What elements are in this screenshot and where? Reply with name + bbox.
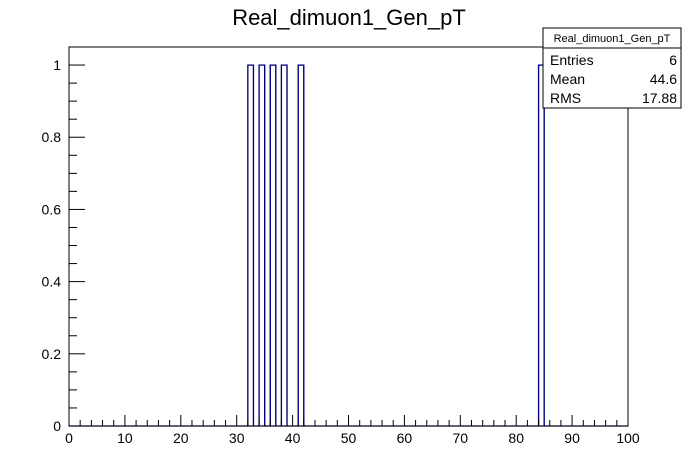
x-tick-label: 60 xyxy=(397,430,413,446)
x-tick-label: 90 xyxy=(564,430,580,446)
stats-rms-label: RMS xyxy=(550,90,581,106)
y-tick-label: 0.4 xyxy=(42,274,62,290)
x-axis: 0 10 20 30 40 50 60 70 80 90 100 xyxy=(65,415,640,446)
x-tick-label: 100 xyxy=(616,430,640,446)
stats-box-frame xyxy=(542,27,682,109)
histogram-bin-3 xyxy=(280,64,288,427)
stats-entries-value: 6 xyxy=(669,52,677,68)
y-tick-label: 0 xyxy=(53,418,61,434)
x-tick-label: 80 xyxy=(508,430,524,446)
x-tick-label: 0 xyxy=(65,430,73,446)
histogram-bin-0 xyxy=(247,64,255,427)
histogram-bin-2 xyxy=(269,64,277,427)
x-tick-label: 40 xyxy=(285,430,301,446)
histogram-bars xyxy=(69,64,628,427)
stats-entries-label: Entries xyxy=(550,52,594,68)
stats-box: Real_dimuon1_Gen_pT Entries 6 Mean 44.6 … xyxy=(542,27,682,109)
histogram-bin-5 xyxy=(537,64,545,427)
stats-box-title: Real_dimuon1_Gen_pT xyxy=(554,33,671,45)
histogram-bin-1 xyxy=(258,64,266,427)
stats-mean-value: 44.6 xyxy=(650,71,677,87)
stats-rms-value: 17.88 xyxy=(642,90,677,106)
y-tick-label: 1 xyxy=(53,57,61,73)
histogram-bin-4 xyxy=(297,64,305,427)
x-tick-label: 10 xyxy=(117,430,133,446)
x-tick-label: 70 xyxy=(453,430,469,446)
chart-title: Real_dimuon1_Gen_pT xyxy=(232,5,466,30)
stats-mean-label: Mean xyxy=(550,71,585,87)
x-tick-label: 30 xyxy=(229,430,245,446)
x-tick-label: 50 xyxy=(341,430,357,446)
y-axis: 0 0.2 0.4 0.6 0.8 1 xyxy=(42,57,85,434)
y-tick-label: 0.6 xyxy=(42,201,62,217)
y-tick-label: 0.2 xyxy=(42,346,62,362)
y-tick-label: 0.8 xyxy=(42,129,62,145)
x-tick-label: 20 xyxy=(173,430,189,446)
